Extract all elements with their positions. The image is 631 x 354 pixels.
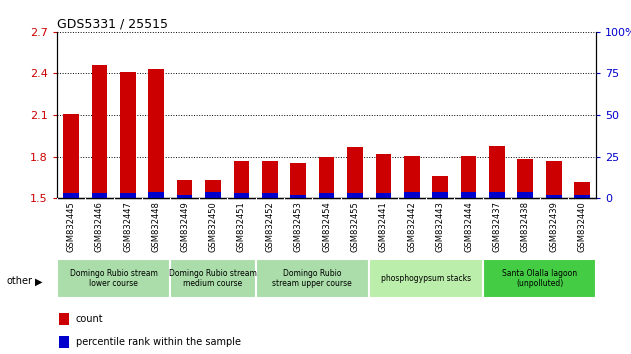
Text: GSM832444: GSM832444 bbox=[464, 201, 473, 252]
Bar bbox=[205, 192, 221, 198]
Bar bbox=[404, 156, 420, 198]
Text: GSM832455: GSM832455 bbox=[350, 201, 360, 252]
Text: GSM832446: GSM832446 bbox=[95, 201, 104, 252]
Bar bbox=[262, 161, 278, 198]
Bar bbox=[432, 176, 448, 198]
Bar bbox=[170, 259, 256, 298]
Bar bbox=[148, 69, 164, 198]
Bar bbox=[375, 193, 391, 198]
Text: GSM832441: GSM832441 bbox=[379, 201, 388, 252]
Bar bbox=[59, 313, 69, 325]
Text: GSM832437: GSM832437 bbox=[492, 201, 502, 252]
Bar bbox=[63, 114, 79, 198]
Bar bbox=[148, 192, 164, 198]
Text: ▶: ▶ bbox=[35, 276, 42, 286]
Bar bbox=[461, 156, 476, 198]
Text: count: count bbox=[76, 314, 103, 324]
Bar bbox=[489, 145, 505, 198]
Bar bbox=[347, 193, 363, 198]
Text: GSM832450: GSM832450 bbox=[208, 201, 218, 252]
Text: GSM832438: GSM832438 bbox=[521, 201, 530, 252]
Text: GSM832442: GSM832442 bbox=[407, 201, 416, 252]
Bar bbox=[205, 179, 221, 198]
Text: GSM832452: GSM832452 bbox=[265, 201, 274, 252]
Bar bbox=[262, 193, 278, 198]
Bar bbox=[375, 154, 391, 198]
Bar bbox=[290, 163, 306, 198]
Text: GDS5331 / 25515: GDS5331 / 25515 bbox=[57, 18, 168, 31]
Bar bbox=[347, 147, 363, 198]
Text: GSM832440: GSM832440 bbox=[577, 201, 587, 252]
Text: GSM832448: GSM832448 bbox=[151, 201, 161, 252]
Text: Domingo Rubio stream
lower course: Domingo Rubio stream lower course bbox=[69, 269, 158, 289]
Bar bbox=[120, 193, 136, 198]
Text: GSM832447: GSM832447 bbox=[123, 201, 133, 252]
Text: GSM832445: GSM832445 bbox=[66, 201, 76, 252]
Bar bbox=[233, 193, 249, 198]
Text: other: other bbox=[6, 276, 32, 286]
Bar bbox=[517, 159, 533, 198]
Text: GSM832453: GSM832453 bbox=[293, 201, 303, 252]
Bar bbox=[290, 195, 306, 198]
Bar bbox=[91, 65, 107, 198]
Text: GSM832451: GSM832451 bbox=[237, 201, 246, 252]
Text: GSM832443: GSM832443 bbox=[435, 201, 445, 252]
Bar bbox=[91, 193, 107, 198]
Bar bbox=[489, 192, 505, 198]
Bar bbox=[63, 193, 79, 198]
Bar bbox=[177, 179, 192, 198]
Bar bbox=[233, 161, 249, 198]
Bar bbox=[546, 161, 562, 198]
Bar bbox=[256, 259, 369, 298]
Bar bbox=[319, 193, 334, 198]
Bar bbox=[432, 192, 448, 198]
Bar bbox=[369, 259, 483, 298]
Text: percentile rank within the sample: percentile rank within the sample bbox=[76, 337, 240, 347]
Bar bbox=[483, 259, 596, 298]
Bar bbox=[461, 192, 476, 198]
Bar bbox=[546, 195, 562, 198]
Text: GSM832454: GSM832454 bbox=[322, 201, 331, 252]
Bar bbox=[574, 195, 590, 198]
Bar bbox=[574, 182, 590, 198]
Text: GSM832439: GSM832439 bbox=[549, 201, 558, 252]
Bar bbox=[177, 195, 192, 198]
Text: Domingo Rubio
stream upper course: Domingo Rubio stream upper course bbox=[273, 269, 352, 289]
Bar bbox=[57, 259, 170, 298]
Bar bbox=[59, 336, 69, 348]
Bar bbox=[404, 192, 420, 198]
Text: phosphogypsum stacks: phosphogypsum stacks bbox=[381, 274, 471, 283]
Text: GSM832449: GSM832449 bbox=[180, 201, 189, 252]
Bar bbox=[517, 192, 533, 198]
Text: Domingo Rubio stream
medium course: Domingo Rubio stream medium course bbox=[169, 269, 257, 289]
Text: Santa Olalla lagoon
(unpolluted): Santa Olalla lagoon (unpolluted) bbox=[502, 269, 577, 289]
Bar bbox=[319, 157, 334, 198]
Bar bbox=[120, 72, 136, 198]
